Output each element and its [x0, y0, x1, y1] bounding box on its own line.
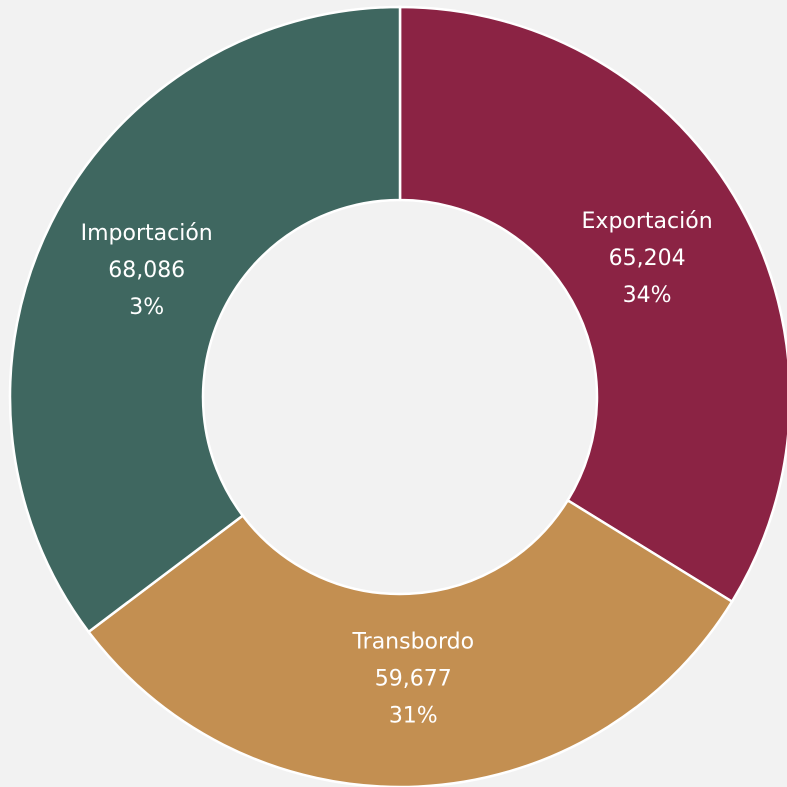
- percent-label: 3%: [129, 295, 164, 320]
- percent-label: 31%: [389, 704, 438, 729]
- value-label: 65,204: [609, 246, 686, 271]
- slice: [8, 5, 402, 634]
- percent-label: 34%: [623, 283, 672, 308]
- slice: [398, 5, 787, 604]
- value-label: 59,677: [375, 667, 452, 692]
- slice: [86, 498, 734, 787]
- slice-label: Exportación: [582, 209, 713, 234]
- slice-label: Transbordo: [351, 630, 474, 655]
- slice-label: Importación: [81, 221, 213, 246]
- value-label: 68,086: [108, 258, 185, 283]
